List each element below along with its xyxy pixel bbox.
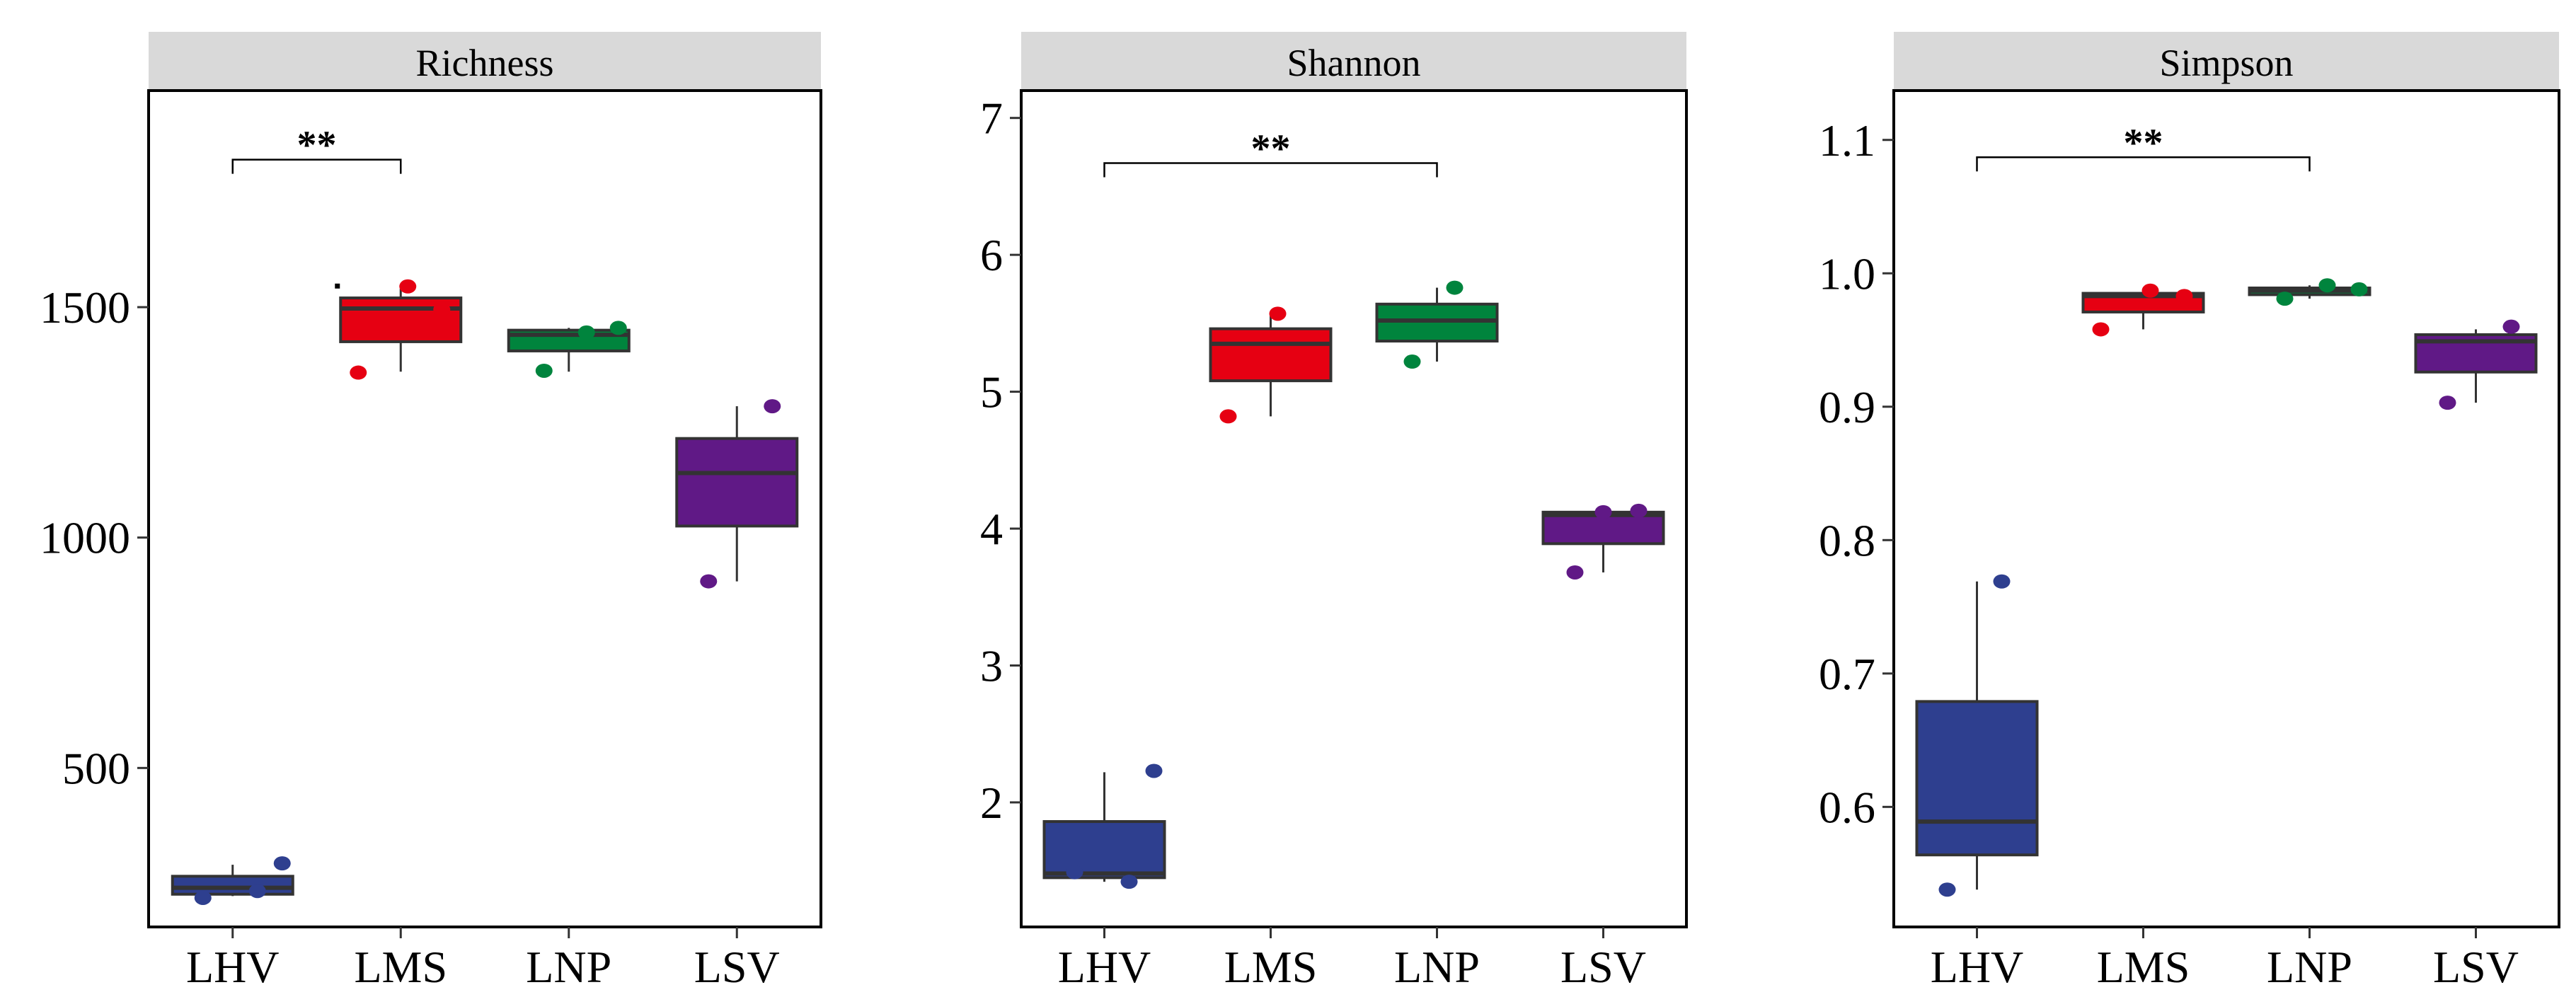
y-tick-label: 7 xyxy=(980,93,1003,144)
data-point xyxy=(1120,875,1138,889)
panel-shannon: Shannon 2 3 4 5 6 7 LHV LMS LNP LSV ** xyxy=(980,32,1688,992)
box-lhv xyxy=(1915,581,2039,890)
data-point xyxy=(1145,763,1163,778)
x-tick-label: LMS xyxy=(1224,942,1318,992)
data-point xyxy=(2276,292,2294,306)
x-tick-label: LNP xyxy=(2267,942,2352,992)
data-point xyxy=(1066,865,1083,880)
facet-strip xyxy=(1894,32,2559,91)
data-point xyxy=(609,321,627,335)
y-tick-label: 1500 xyxy=(40,282,130,333)
data-point xyxy=(2141,283,2159,298)
box-lnp xyxy=(507,328,631,372)
data-point xyxy=(2092,322,2110,337)
facet-title: Simpson xyxy=(2159,42,2293,84)
plot-border xyxy=(1020,89,1688,928)
significance-label: ** xyxy=(297,124,337,168)
y-tick-label: 6 xyxy=(980,230,1003,280)
y-tick-label: 0.7 xyxy=(1819,649,1875,699)
box-lhv xyxy=(1042,772,1166,882)
data-point xyxy=(1566,565,1584,580)
data-point xyxy=(433,302,451,317)
facet-strip xyxy=(149,32,821,91)
x-tick-label: LSV xyxy=(694,942,780,992)
y-tick-label: 0.6 xyxy=(1819,782,1875,832)
significance-label: ** xyxy=(2124,121,2163,165)
data-point xyxy=(535,363,553,378)
box-lnp xyxy=(2248,285,2371,299)
box-lhv xyxy=(171,865,294,897)
box-iqr xyxy=(675,437,799,528)
y-tick-label: 2 xyxy=(980,778,1003,828)
y-tick-label: 1000 xyxy=(40,513,130,563)
significance-label: ** xyxy=(1251,127,1291,171)
x-tick-label: LHV xyxy=(1058,942,1151,992)
significance-bracket xyxy=(231,159,402,174)
box-lms xyxy=(1209,313,1333,417)
data-point xyxy=(2350,282,2368,296)
facet-title: Richness xyxy=(416,42,554,84)
data-point xyxy=(1269,306,1287,321)
data-point xyxy=(1993,574,2011,589)
data-point xyxy=(2502,319,2520,334)
outlier-point xyxy=(335,283,340,289)
x-tick-label: LSV xyxy=(2433,942,2519,992)
data-point xyxy=(1630,503,1648,518)
x-tick-label: LSV xyxy=(1560,942,1646,992)
box-iqr xyxy=(1042,820,1166,880)
plot-border xyxy=(1892,89,2560,928)
box-lsv xyxy=(2414,329,2538,403)
significance-bracket xyxy=(1103,162,1438,178)
data-point xyxy=(2318,278,2336,293)
y-tick-label: 0.9 xyxy=(1819,382,1875,432)
y-tick-label: 1.1 xyxy=(1819,115,1875,166)
data-point xyxy=(1403,355,1421,369)
data-point xyxy=(1219,409,1237,424)
data-point xyxy=(399,279,417,294)
data-point xyxy=(2439,396,2456,410)
x-tick-label: LNP xyxy=(526,942,611,992)
significance-bracket xyxy=(1976,156,2311,172)
y-tick-label: 1.0 xyxy=(1819,248,1875,299)
box-lsv xyxy=(675,406,799,582)
box-iqr xyxy=(1915,700,2039,857)
x-tick-label: LHV xyxy=(186,942,280,992)
y-tick-label: 4 xyxy=(980,504,1003,554)
box-iqr xyxy=(171,875,294,896)
data-point xyxy=(764,399,781,414)
data-point xyxy=(2175,289,2193,304)
facet-title: Shannon xyxy=(1287,42,1421,84)
facet-strip xyxy=(1021,32,1686,91)
panel-richness: Richness 500 1000 1500 LHV LMS LNP LSV ** xyxy=(40,32,822,992)
data-point xyxy=(700,574,718,589)
y-tick-label: 500 xyxy=(62,743,130,793)
x-tick-label: LNP xyxy=(1394,942,1480,992)
box-lsv xyxy=(1541,510,1665,572)
data-point xyxy=(1594,505,1612,519)
box-lms xyxy=(339,289,463,372)
x-tick-label: LMS xyxy=(354,942,447,992)
data-point xyxy=(1938,882,1956,897)
box-lnp xyxy=(1375,287,1499,362)
y-tick-label: 3 xyxy=(980,641,1003,691)
box-iqr xyxy=(1209,327,1333,383)
x-tick-label: LHV xyxy=(1931,942,2024,992)
data-point xyxy=(350,365,367,380)
y-tick-label: 5 xyxy=(980,367,1003,417)
panel-simpson: Simpson 0.6 0.7 0.8 0.9 1.0 1.1 LHV LMS LNP LSV ** xyxy=(1819,32,2560,992)
y-tick-label: 0.8 xyxy=(1819,515,1875,565)
data-point xyxy=(1446,280,1464,295)
data-point xyxy=(194,890,212,905)
data-point xyxy=(577,325,595,340)
data-point xyxy=(248,884,266,899)
data-point xyxy=(273,856,291,871)
x-tick-label: LMS xyxy=(2097,942,2190,992)
plot-border xyxy=(147,89,822,928)
